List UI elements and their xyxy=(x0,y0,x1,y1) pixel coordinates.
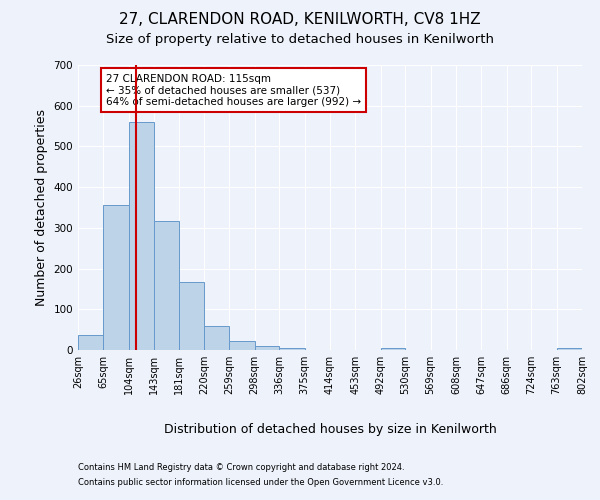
Bar xyxy=(557,348,582,350)
Text: Distribution of detached houses by size in Kenilworth: Distribution of detached houses by size … xyxy=(164,422,496,436)
Bar xyxy=(229,341,254,350)
Y-axis label: Number of detached properties: Number of detached properties xyxy=(35,109,48,306)
Bar xyxy=(280,348,305,350)
Text: 27 CLARENDON ROAD: 115sqm
← 35% of detached houses are smaller (537)
64% of semi: 27 CLARENDON ROAD: 115sqm ← 35% of detac… xyxy=(106,74,361,107)
Bar xyxy=(204,326,229,350)
Bar xyxy=(254,346,280,350)
Bar xyxy=(103,204,128,350)
Bar xyxy=(78,334,103,350)
Bar xyxy=(380,348,406,350)
Text: Contains HM Land Registry data © Crown copyright and database right 2024.: Contains HM Land Registry data © Crown c… xyxy=(78,463,404,472)
Text: Contains public sector information licensed under the Open Government Licence v3: Contains public sector information licen… xyxy=(78,478,443,487)
Text: Size of property relative to detached houses in Kenilworth: Size of property relative to detached ho… xyxy=(106,32,494,46)
Bar xyxy=(179,282,204,350)
Bar xyxy=(154,222,179,350)
Text: 27, CLARENDON ROAD, KENILWORTH, CV8 1HZ: 27, CLARENDON ROAD, KENILWORTH, CV8 1HZ xyxy=(119,12,481,28)
Bar xyxy=(128,122,154,350)
